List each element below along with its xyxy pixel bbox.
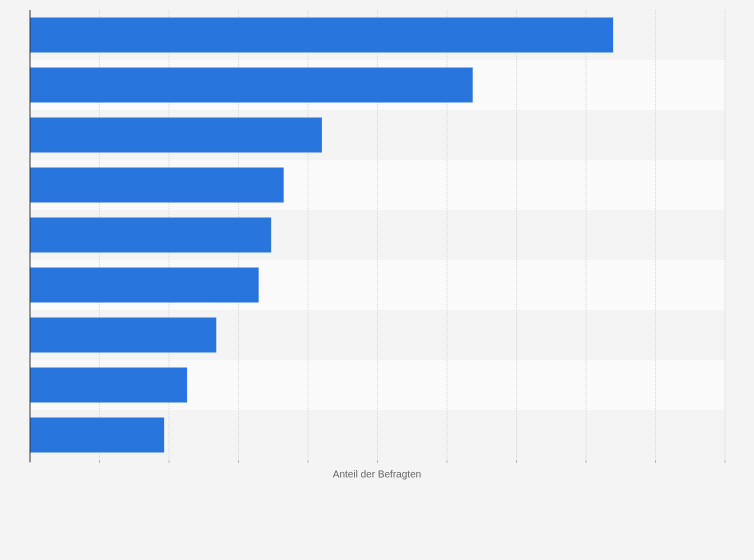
- bar: [30, 317, 217, 353]
- bar: [30, 217, 272, 253]
- bar: [30, 267, 259, 303]
- bar: [30, 67, 473, 103]
- bar: [30, 417, 165, 453]
- x-axis-label: Anteil der Befragten: [333, 470, 421, 481]
- bar: [30, 17, 614, 53]
- bar: [30, 367, 188, 403]
- bar: [30, 117, 322, 153]
- bar: [30, 167, 284, 203]
